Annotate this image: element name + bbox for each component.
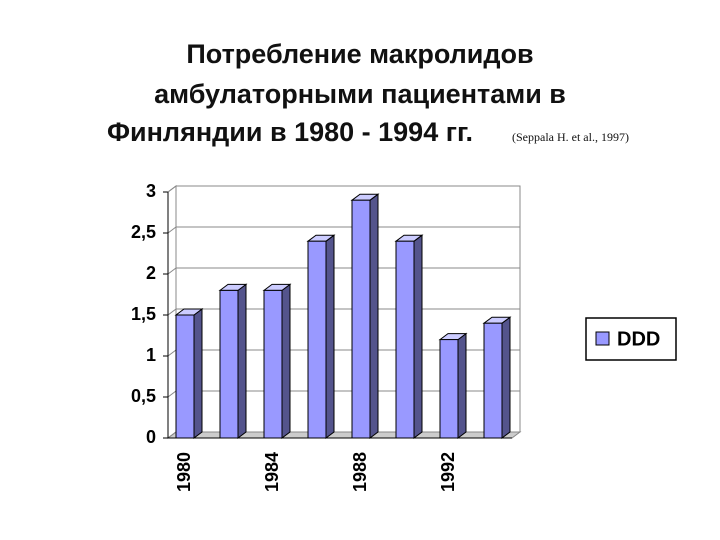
bar-side <box>237 283 247 439</box>
bar <box>395 240 415 439</box>
y-tick-label: 3 <box>146 181 156 201</box>
bar <box>219 289 239 439</box>
x-tick-label: 1988 <box>350 452 370 492</box>
bar-side <box>369 193 379 439</box>
bar-side <box>457 332 467 439</box>
bar <box>483 322 503 439</box>
bar <box>351 199 371 439</box>
y-tick-label: 2,5 <box>131 222 156 242</box>
bar <box>175 314 195 439</box>
bar-side <box>501 316 511 439</box>
bar-side <box>281 283 291 439</box>
chart-title: Финляндии в 1980 - 1994 гг. <box>107 117 473 147</box>
bar-side <box>193 308 203 439</box>
bar <box>307 240 327 439</box>
y-tick-label: 0,5 <box>131 386 156 406</box>
y-tick-label: 1,5 <box>131 304 156 324</box>
legend-label: DDD <box>617 328 660 350</box>
chart-title: амбулаторными пациентами в <box>154 79 566 109</box>
y-tick-label: 0 <box>146 427 156 447</box>
chart-title: Потребление макролидов <box>186 39 533 69</box>
x-tick-label: 1980 <box>174 452 194 492</box>
legend-swatch <box>595 331 610 346</box>
y-tick-label: 2 <box>146 263 156 283</box>
bar-side <box>325 234 335 439</box>
bar <box>439 339 459 439</box>
x-tick-label: 1992 <box>438 452 458 492</box>
bar <box>263 289 283 439</box>
grid-line <box>167 185 520 193</box>
y-tick-label: 1 <box>146 345 156 365</box>
bar-side <box>413 234 423 439</box>
grid-line <box>167 226 520 234</box>
x-tick-label: 1984 <box>262 452 282 492</box>
source-note: (Seppala H. et al., 1997) <box>512 130 629 144</box>
